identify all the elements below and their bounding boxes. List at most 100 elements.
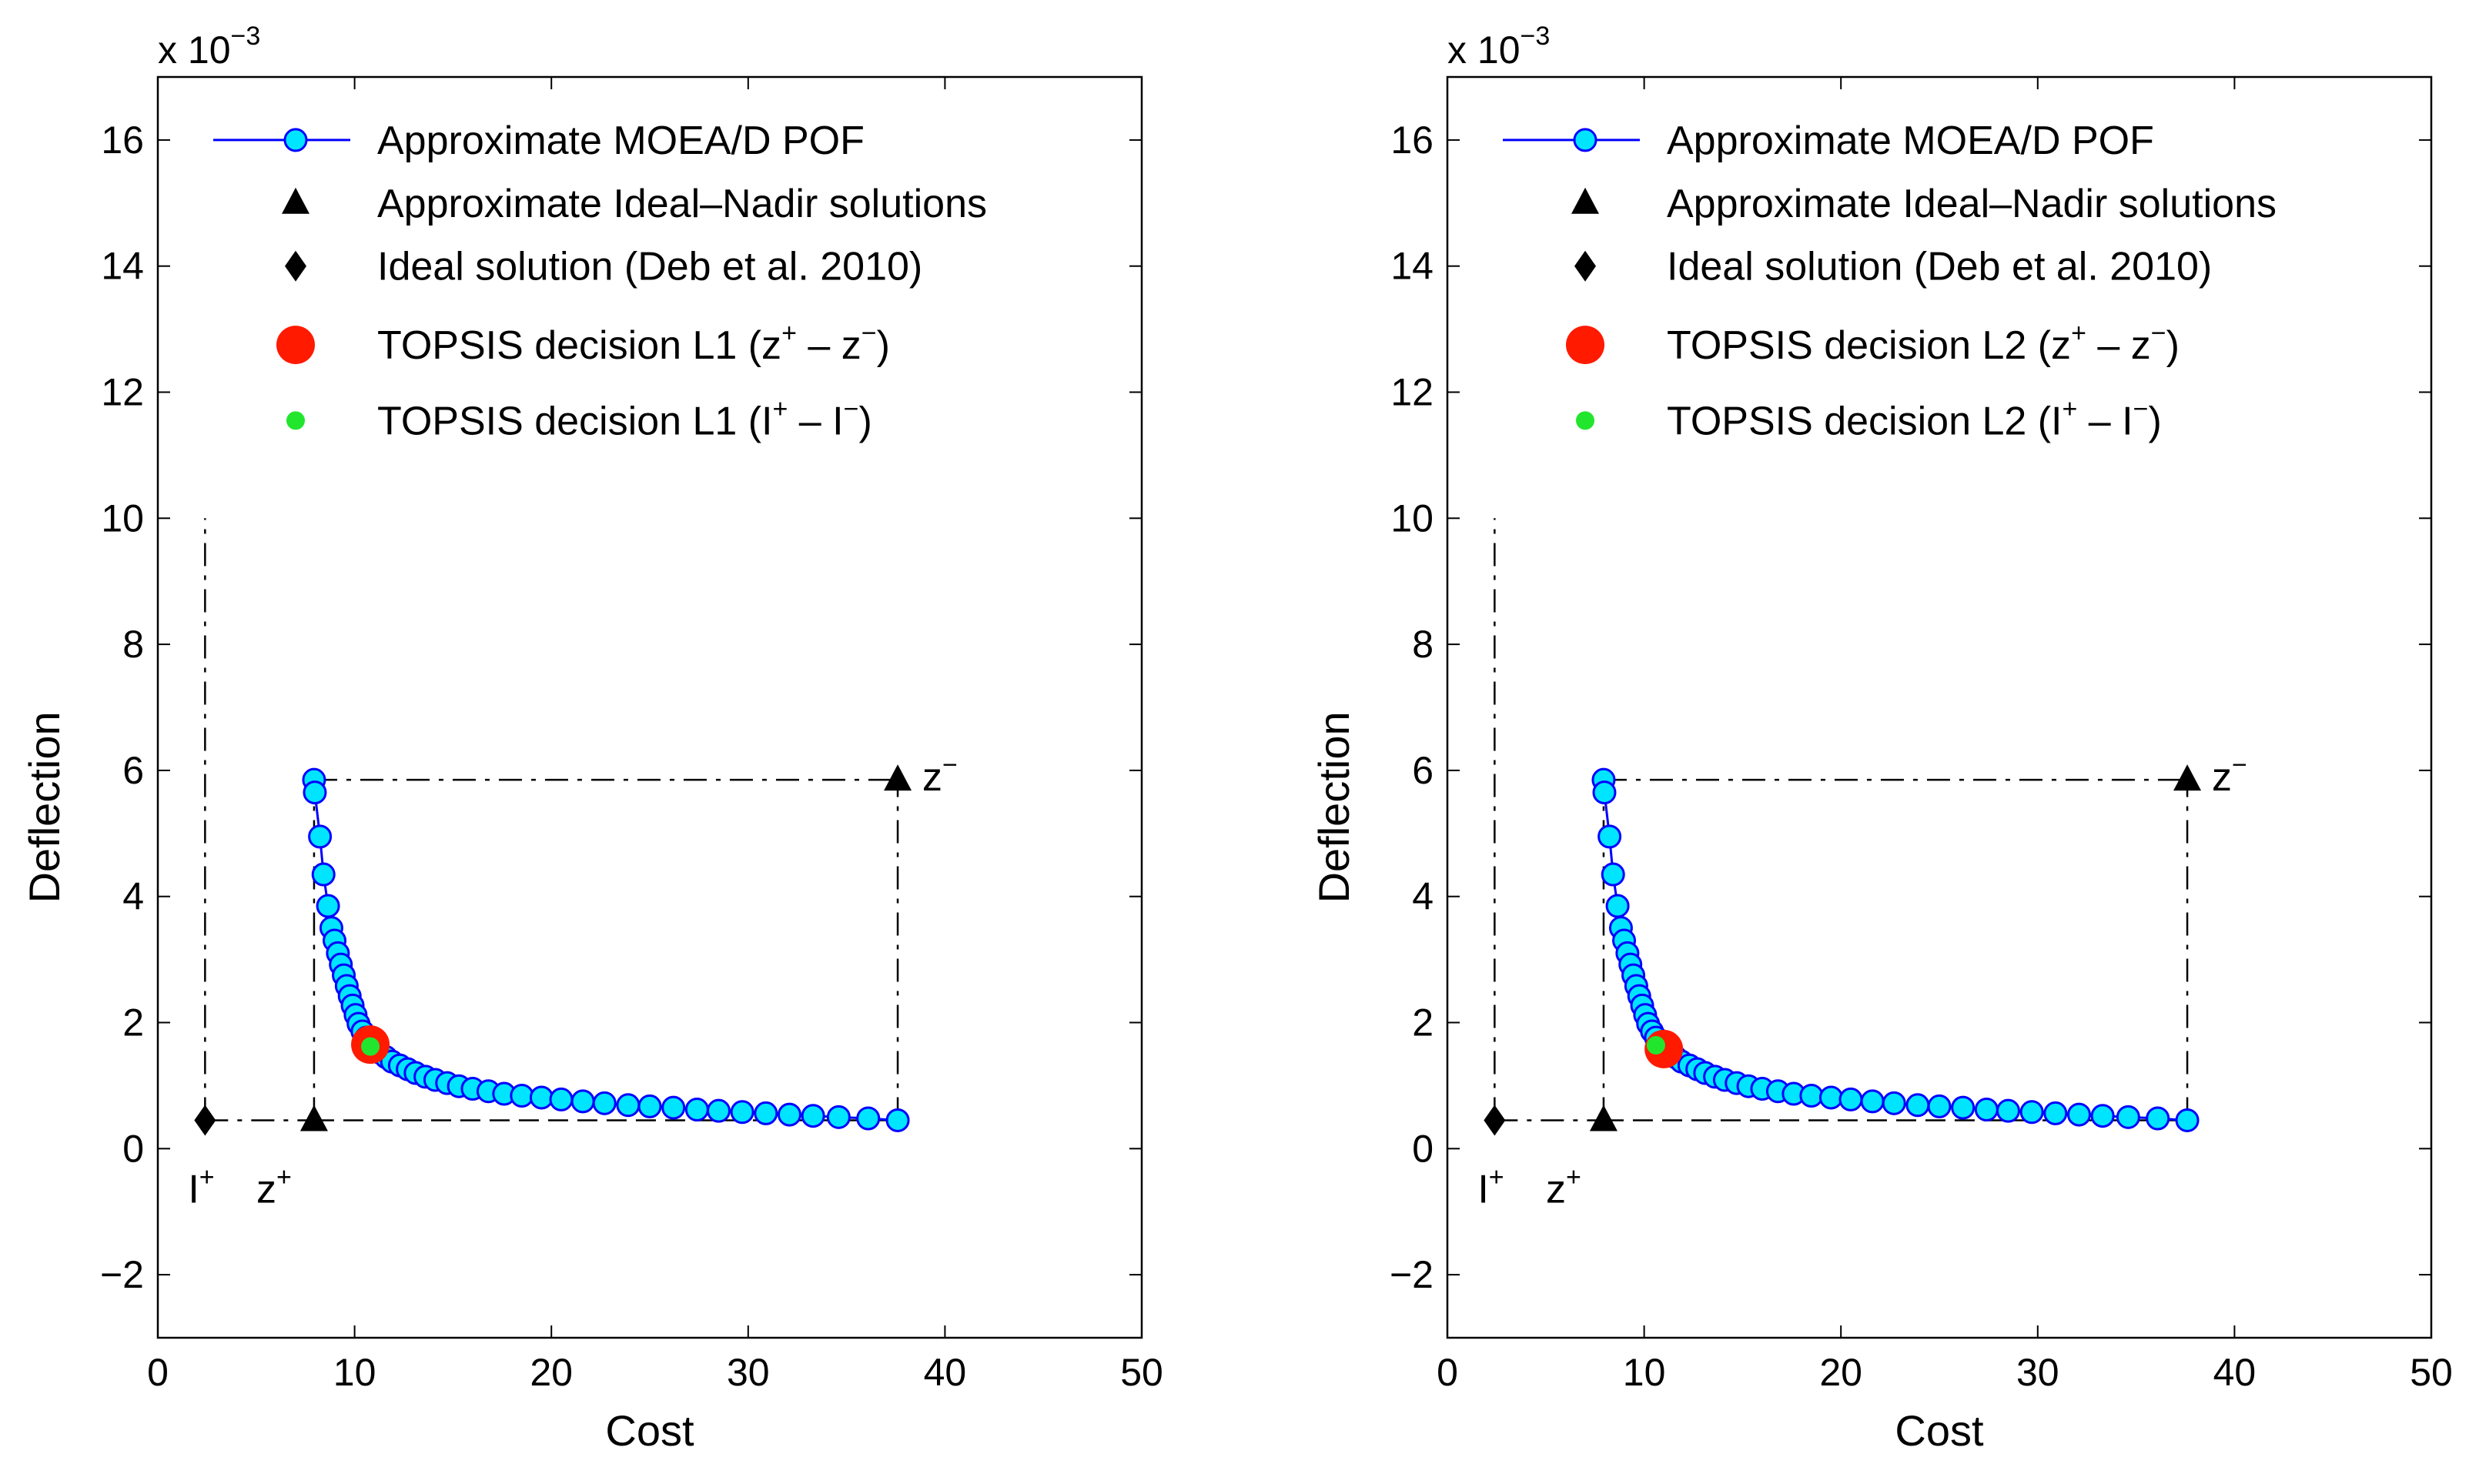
y-tick-label: 2 [1412, 1001, 1434, 1044]
pof-point [592, 1091, 617, 1115]
pof-point [1927, 1094, 1952, 1118]
x-tick-label: 20 [530, 1351, 573, 1394]
annotation-ideal: z+ [256, 1162, 292, 1212]
pof-point [2175, 1108, 2200, 1132]
pof-point [303, 780, 327, 805]
legend-entry: TOPSIS decision L2 (z+ – z−) [1566, 319, 2180, 368]
legend-entry: Approximate MOEA/D POF [213, 119, 865, 163]
y-tick-label: 0 [122, 1127, 144, 1170]
legend-label: Ideal solution (Deb et al. 2010) [1667, 245, 2212, 289]
legend-marker [1573, 128, 1597, 152]
pof-point [2090, 1104, 2115, 1128]
pof-point [1974, 1098, 1999, 1122]
y-scale-label: x 10−3 [158, 22, 260, 72]
pof-point [1996, 1098, 2020, 1123]
y-tick-label: −2 [1390, 1253, 1434, 1296]
x-axis-label: Cost [1895, 1406, 1984, 1455]
pof-point [1601, 862, 1625, 887]
x-axis-label: Cost [605, 1406, 694, 1455]
plot-frame [1446, 75, 2433, 1339]
pof-point [754, 1101, 778, 1125]
legend-entry: TOPSIS decision L2 (I+ – I−) [1576, 394, 2162, 443]
annotation-ideal: z+ [1546, 1162, 1581, 1212]
legend-label: Approximate Ideal–Nadir solutions [377, 182, 987, 226]
pof-point [801, 1104, 825, 1128]
legend-entry: Ideal solution (Deb et al. 2010) [285, 245, 922, 289]
pof-point [2019, 1100, 2044, 1125]
pof-point [549, 1087, 574, 1111]
legend-marker [282, 187, 309, 214]
pof-point [661, 1095, 686, 1120]
x-tick-label: 50 [1120, 1351, 1163, 1394]
ideal-nadir-marker [1589, 1105, 1618, 1131]
pof-point [2066, 1102, 2091, 1127]
y-tick-label: 16 [101, 119, 144, 162]
x-tick-label: 10 [333, 1351, 376, 1394]
annotation-nadir: z− [922, 750, 958, 800]
y-tick-label: 4 [1412, 875, 1434, 918]
y-tick-label: 14 [1390, 245, 1434, 288]
legend-entry: TOPSIS decision L1 (z+ – z−) [276, 319, 890, 368]
legend-label: Approximate MOEA/D POF [377, 119, 865, 163]
pof-point [730, 1100, 754, 1125]
y-tick-label: 12 [101, 371, 144, 414]
legend-marker [285, 250, 306, 282]
pof-point [1951, 1095, 1976, 1120]
pof-point [2043, 1101, 2068, 1125]
y-tick-label: 14 [101, 245, 144, 288]
legend-marker [1566, 326, 1604, 365]
ideal-deb-marker [194, 1105, 216, 1136]
pof-point [2146, 1106, 2170, 1131]
x-tick-label: 10 [1623, 1351, 1666, 1394]
y-tick-label: 16 [1390, 119, 1434, 162]
pof-point [510, 1084, 534, 1108]
legend-entry: Approximate Ideal–Nadir solutions [1571, 182, 2277, 226]
x-tick-label: 20 [1819, 1351, 1862, 1394]
y-tick-label: 2 [122, 1001, 144, 1044]
legend-entry: Approximate Ideal–Nadir solutions [282, 182, 987, 226]
pof-point [1838, 1087, 1863, 1111]
plot-frame [156, 75, 1143, 1339]
x-tick-label: 40 [924, 1351, 967, 1394]
x-tick-label: 0 [147, 1351, 169, 1394]
topsis-i-marker [361, 1037, 380, 1056]
pof-point [1592, 780, 1617, 805]
y-tick-label: 6 [122, 749, 144, 792]
pof-point [1882, 1091, 1906, 1115]
x-tick-label: 30 [2016, 1351, 2059, 1394]
legend-label: TOPSIS decision L2 (z+ – z−) [1667, 319, 2180, 368]
chart-panel-right: 0 10 20 30 40 50 −2 0 2 4 6 8 10 12 14 16 Cost Deflection… [1310, 22, 2453, 1455]
legend-label: TOPSIS decision L1 (I+ – I−) [377, 394, 872, 443]
y-axis-label: Deflection [1310, 711, 1358, 903]
legend-marker [283, 128, 308, 152]
y-tick-label: 4 [122, 875, 144, 918]
y-tick-label: 10 [1390, 496, 1434, 540]
legend-entry: Ideal solution (Deb et al. 2010) [1574, 245, 2212, 289]
annotation-ideal-deb: I+ [188, 1162, 214, 1212]
pof-point [826, 1105, 851, 1129]
legend-marker [1574, 250, 1596, 282]
legend-marker [1576, 411, 1594, 430]
pof-point [1605, 894, 1630, 918]
pof-point [311, 862, 336, 887]
x-tick-label: 30 [727, 1351, 770, 1394]
pof-point [1905, 1093, 1930, 1118]
pof-point [684, 1098, 709, 1122]
ideal-nadir-marker [299, 1105, 328, 1131]
legend-entry: TOPSIS decision L1 (I+ – I−) [286, 394, 872, 443]
legend-label: Approximate MOEA/D POF [1667, 119, 2154, 163]
y-scale-label: x 10−3 [1447, 22, 1550, 72]
pof-point [856, 1106, 881, 1131]
pof-point [616, 1093, 641, 1118]
legend-entry: Approximate MOEA/D POF [1503, 119, 2154, 163]
pof-point [316, 894, 340, 918]
y-tick-label: −2 [100, 1253, 144, 1296]
topsis-i-marker [1646, 1035, 1665, 1055]
pof-point [1799, 1084, 1824, 1108]
annotation-nadir: z− [2212, 750, 2247, 800]
legend-marker [1571, 187, 1599, 214]
y-tick-label: 6 [1412, 749, 1434, 792]
legend-label: Approximate Ideal–Nadir solutions [1667, 182, 2277, 226]
pof-point [570, 1089, 595, 1114]
